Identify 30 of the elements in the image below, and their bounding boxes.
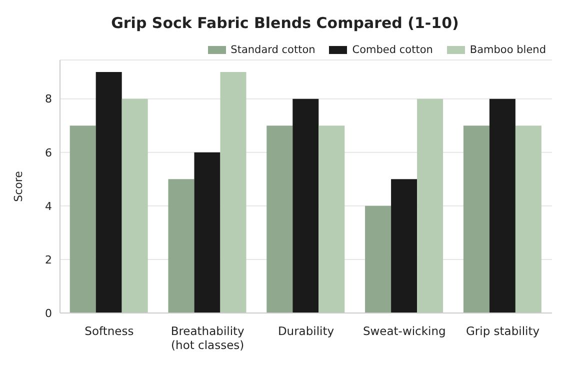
bar — [391, 179, 418, 313]
y-tick-label: 2 — [45, 253, 52, 266]
y-tick-label: 6 — [45, 146, 52, 160]
y-tick-label: 8 — [45, 92, 52, 106]
y-tick-label: 0 — [45, 306, 52, 320]
bar — [489, 98, 516, 313]
bar — [292, 98, 319, 313]
x-tick-label: Sweat-wicking — [362, 324, 446, 338]
bar — [122, 98, 148, 313]
y-tick-label: 4 — [45, 200, 52, 213]
bar — [168, 179, 194, 313]
chart-title: Grip Sock Fabric Blends Compared (1-10) — [110, 13, 460, 34]
bar — [318, 126, 345, 313]
bar — [266, 126, 293, 313]
bar — [194, 152, 220, 313]
legend-label: Standard cotton — [230, 44, 316, 56]
x-tick-label: Softness — [84, 324, 134, 338]
legend-label: Combed cotton — [351, 44, 433, 56]
legend-label: Bamboo blend — [468, 44, 546, 56]
bar — [515, 126, 542, 313]
bar — [365, 206, 392, 313]
bar — [417, 98, 444, 313]
x-tick-label: Grip stability — [466, 324, 540, 338]
bar — [463, 126, 490, 313]
x-tick-label: Durability — [278, 324, 334, 338]
bar — [220, 72, 246, 313]
x-tick-label: Breathability (hot classes) — [170, 324, 245, 352]
bar — [70, 126, 96, 313]
y-axis-title: Score — [12, 170, 25, 202]
bar — [96, 72, 122, 313]
